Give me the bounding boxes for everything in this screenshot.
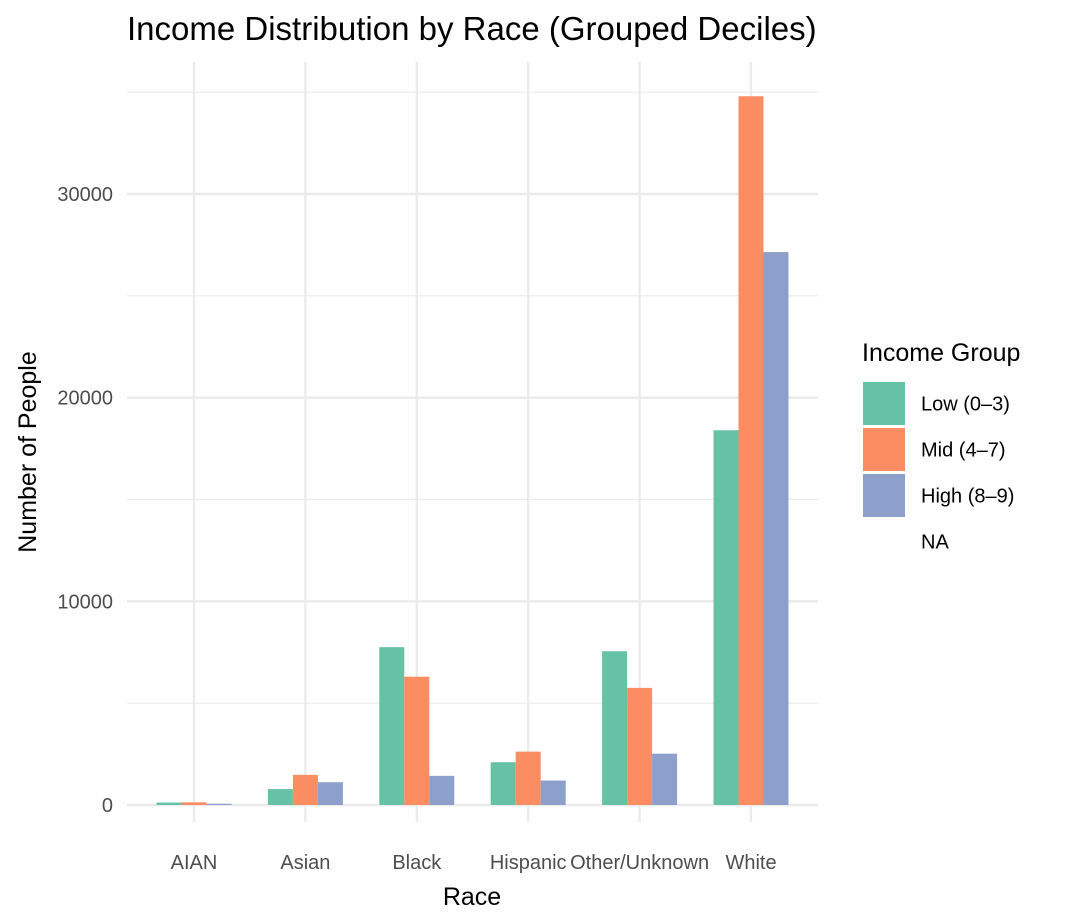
legend-item: NA (921, 532, 949, 554)
legend-key (863, 474, 905, 517)
bar (206, 803, 232, 805)
x-tick-label: Asian (280, 852, 330, 874)
bar (738, 96, 764, 806)
legend-item: Mid (4–7) (863, 428, 1005, 471)
bar (490, 762, 516, 805)
x-tick-label: Black (392, 852, 442, 874)
legend-label: Mid (4–7) (921, 440, 1005, 462)
x-tick-label: AIAN (171, 852, 218, 874)
bar (602, 651, 628, 805)
legend-key (863, 382, 905, 425)
y-tick-label: 10000 (57, 591, 113, 613)
bar (317, 782, 343, 805)
bar (379, 647, 405, 805)
bar (292, 774, 318, 805)
x-tick-label: Other/Unknown (570, 852, 709, 874)
bar (181, 802, 207, 805)
legend-title: Income Group (862, 339, 1020, 367)
bar (267, 789, 293, 805)
y-tick-label: 30000 (57, 184, 113, 206)
bar (763, 252, 789, 806)
bar (627, 687, 653, 805)
bar (404, 676, 430, 805)
legend-label: High (8–9) (921, 486, 1014, 508)
bars (156, 96, 789, 806)
legend-item: High (8–9) (863, 474, 1014, 517)
y-tick-label: 20000 (57, 388, 113, 410)
y-axis-title: Number of People (14, 351, 42, 553)
bar (156, 802, 182, 805)
y-axis-ticks: 0 10000 20000 30000 (57, 184, 113, 817)
bar (652, 753, 678, 805)
bar (540, 780, 566, 805)
legend-key (863, 428, 905, 471)
bar (515, 751, 541, 805)
legend-label: Low (0–3) (921, 394, 1010, 416)
x-axis-ticks: AIAN Asian Black Hispanic Other/Unknown White (171, 852, 777, 874)
legend-item: Low (0–3) (863, 382, 1010, 425)
bar (713, 430, 739, 805)
legend-label: NA (921, 532, 949, 554)
legend: Income Group Low (0–3) Mid (4–7) High (8–9… (862, 339, 1020, 554)
y-tick-label: 0 (102, 795, 113, 817)
x-tick-label: Hispanic (490, 852, 567, 874)
x-axis-title: Race (443, 883, 501, 911)
bar (429, 775, 455, 805)
chart-title: Income Distribution by Race (Grouped Dec… (127, 10, 817, 47)
x-tick-label: White (725, 852, 776, 874)
